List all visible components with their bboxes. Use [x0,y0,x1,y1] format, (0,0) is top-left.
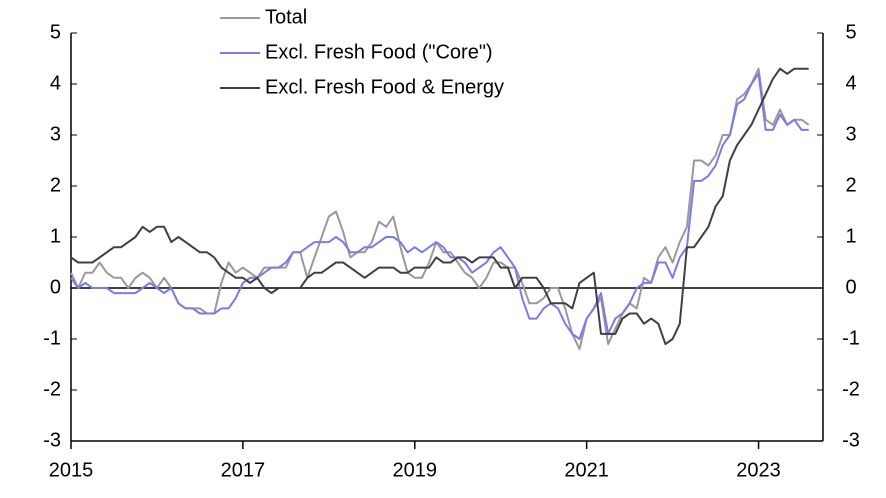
y-tick-label: 1 [50,225,61,247]
y2-tick-label: 4 [845,72,856,94]
y2-tick-label: -1 [842,327,860,349]
x-tick-label: 2015 [49,459,94,481]
y-tick-label: -1 [43,327,61,349]
y-tick-label: -3 [43,429,61,451]
legend-label: Total [265,6,307,28]
series-line [70,67,809,346]
series-line [70,72,809,340]
y-tick-label: 0 [50,276,61,298]
series-line [70,67,810,351]
x-tick-label: 2021 [564,459,609,481]
y2-tick-label: 5 [845,21,856,43]
y-tick-label: -2 [43,378,61,400]
y2-tick-label: 2 [845,174,856,196]
y2-tick-label: -2 [842,378,860,400]
y-tick-label: 5 [50,21,61,43]
y2-tick-label: -3 [842,429,860,451]
x-tick-label: 2019 [393,459,438,481]
y-tick-label: 3 [50,123,61,145]
legend-label: Excl. Fresh Food & Energy [265,76,504,98]
x-tick-label: 2023 [736,459,781,481]
y2-tick-label: 3 [845,123,856,145]
y-tick-label: 4 [50,72,61,94]
y2-tick-label: 0 [845,276,856,298]
x-tick-label: 2017 [221,459,266,481]
legend-label: Excl. Fresh Food ("Core") [265,41,493,63]
y-tick-label: 2 [50,174,61,196]
y2-tick-label: 1 [845,225,856,247]
